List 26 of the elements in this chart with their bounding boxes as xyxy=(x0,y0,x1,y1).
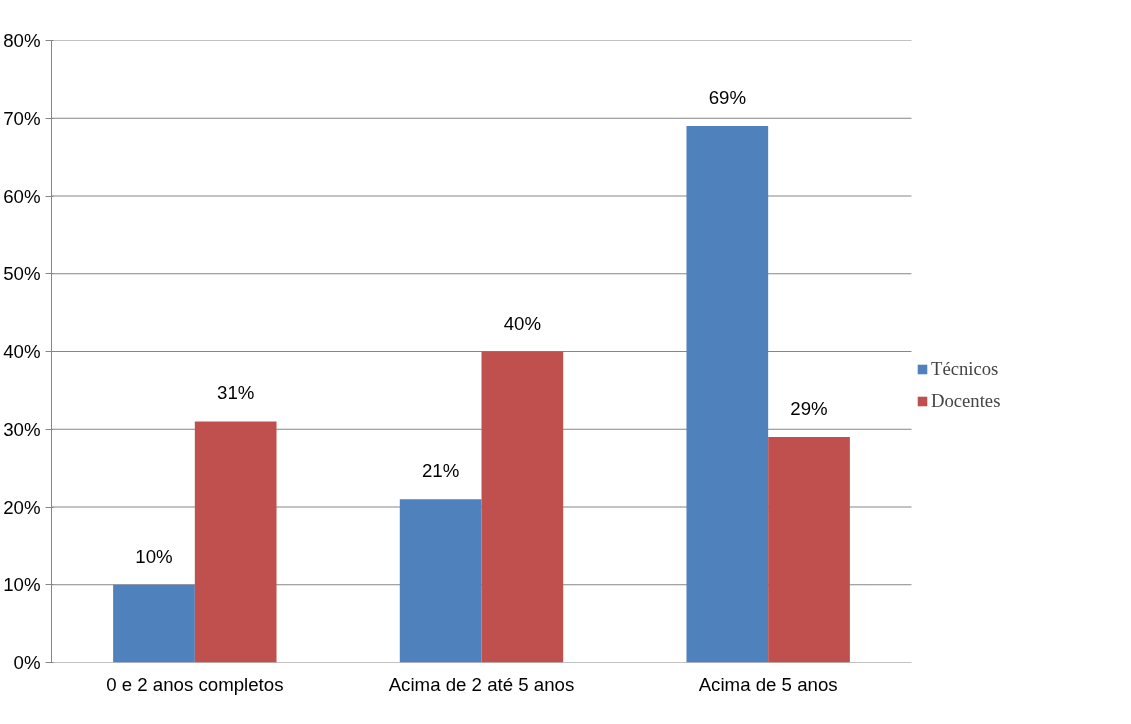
y-tick-label: 30% xyxy=(3,418,41,440)
data-label: 69% xyxy=(708,87,746,109)
y-tick-label: 70% xyxy=(3,107,41,129)
x-tick-label: Acima de 2 até 5 anos xyxy=(388,673,575,695)
bar xyxy=(113,584,195,663)
data-label: 10% xyxy=(135,545,173,567)
y-tick-label: 20% xyxy=(3,496,41,518)
bar xyxy=(686,126,769,663)
y-tick-label: 40% xyxy=(3,341,41,362)
y-tick-label: 60% xyxy=(3,185,41,207)
data-label: 21% xyxy=(421,460,460,482)
bar xyxy=(194,421,277,663)
y-tick-label: 10% xyxy=(3,574,41,596)
x-tick-label: 0 e 2 anos completos xyxy=(106,673,284,695)
x-tick-label: Acima de 5 anos xyxy=(698,673,838,695)
bar xyxy=(399,499,482,663)
y-tick-label: 0% xyxy=(13,652,41,673)
data-label: 31% xyxy=(217,382,255,404)
bar xyxy=(481,351,564,663)
y-tick-label: 80% xyxy=(3,30,41,51)
data-label: 40% xyxy=(503,312,542,334)
data-label: 29% xyxy=(790,398,828,420)
legend-label: Docentes xyxy=(931,390,1001,412)
y-tick-label: 50% xyxy=(3,263,41,285)
legend-label: Técnicos xyxy=(931,358,999,380)
bar xyxy=(768,437,850,663)
